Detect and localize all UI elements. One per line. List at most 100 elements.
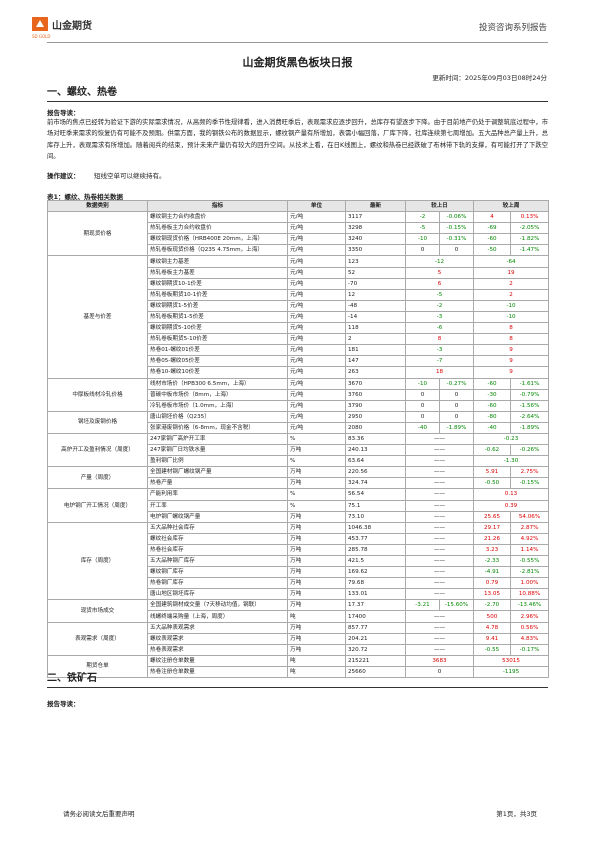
unit-cell: 元/吨 xyxy=(287,233,346,246)
day-change-cell: -7 xyxy=(404,355,475,368)
week-change-cell: -1.89% xyxy=(510,421,550,434)
unit-cell: 万吨 xyxy=(287,599,346,612)
day-change-cell: —— xyxy=(404,499,475,512)
day-change-cell: —— xyxy=(404,477,475,490)
week-change-cell: -2.70 xyxy=(473,599,512,612)
indicator-cell: 螺纹社会库存 xyxy=(147,532,288,545)
latest-cell: 79.68 xyxy=(345,577,406,590)
week-change-cell: 8 xyxy=(473,322,550,335)
latest-cell: 285.78 xyxy=(345,543,406,557)
day-change-cell: —— xyxy=(404,610,475,623)
week-change-cell: 53015 xyxy=(473,654,550,667)
unit-cell: 万吨 xyxy=(287,444,346,457)
week-change-cell: 21.26 xyxy=(473,532,512,545)
week-change-cell: -0.23 xyxy=(473,432,550,446)
day-change-cell: -12 xyxy=(404,255,475,268)
unit-cell: 元/吨 xyxy=(287,322,346,335)
latest-cell: -70 xyxy=(345,277,406,290)
unit-cell: 元/吨 xyxy=(287,310,346,324)
table-row: 电炉钢厂螺纹钢产量 万吨 73.10 —— 25.65 54.06% xyxy=(48,510,550,523)
unit-cell: 万吨 xyxy=(287,621,346,634)
unit-cell: 元/吨 xyxy=(287,299,346,312)
week-change-cell: -64 xyxy=(473,255,550,268)
latest-cell: 320.72 xyxy=(345,643,406,656)
unit-cell: 元/吨 xyxy=(287,377,346,390)
day-change-cell: —— xyxy=(404,466,475,479)
category-cell: 高炉开工及盈利情况（周度） xyxy=(47,432,148,468)
footer-page: 第1页，共3页 xyxy=(496,810,537,818)
day-change-cell: -0.15% xyxy=(438,222,475,235)
category-cell: 基差与价差 xyxy=(47,255,148,379)
week-change-cell: 2.75% xyxy=(510,466,550,479)
week-change-cell: 54.06% xyxy=(510,510,550,523)
latest-cell: 3760 xyxy=(345,388,406,401)
week-change-cell: 9.41 xyxy=(473,632,512,645)
brand: 山金期货 xyxy=(52,19,92,32)
table-row: 螺纹钢期货10-1价差 元/吨 -70 6 2 xyxy=(48,277,550,290)
week-change-cell: 0.79 xyxy=(473,577,512,590)
day-change-cell: —— xyxy=(404,432,475,446)
logo: 山金期货 SD GOLD xyxy=(32,17,92,39)
indicator-cell: 产能利用率 xyxy=(147,488,288,501)
indicator-cell: 螺纹注册仓单数量 xyxy=(147,654,288,667)
day-change-cell: -10 xyxy=(405,377,440,390)
indicator-cell: 热卷钢厂库存 xyxy=(147,577,288,590)
unit-cell: % xyxy=(287,432,346,446)
day-change-cell: 0 xyxy=(404,665,475,679)
indicator-cell: 唐山地区钢坯库存 xyxy=(147,588,288,601)
week-change-cell: 3.23 xyxy=(473,543,512,557)
table-row: 唐山地区钢坯库存 万吨 133.01 —— 13.05 10.88% xyxy=(48,588,550,601)
latest-cell: 3790 xyxy=(345,399,406,412)
table-row: 热卷10-螺纹10价差 元/吨 263 18 9 xyxy=(48,366,550,379)
day-change-cell: —— xyxy=(404,455,475,468)
table-row: 产量（周度） 全国建材钢厂螺纹钢产量 万吨 220.56 —— 5.91 2.75% xyxy=(47,466,550,490)
table-row: 库存（周度） 五大品种社会库存 万吨 1046.38 —— 29.17 2.87% xyxy=(47,521,550,601)
day-change-cell: 0 xyxy=(405,388,440,401)
latest-cell: 52 xyxy=(345,266,406,279)
indicator-cell: 五大品种社会库存 xyxy=(147,521,288,534)
unit-cell: 万吨 xyxy=(287,554,346,568)
latest-cell: 204.21 xyxy=(345,632,406,645)
indicator-cell: 盈利钢厂比例 xyxy=(147,455,288,468)
week-change-cell: 8 xyxy=(473,333,550,346)
category-cell: 电炉钢厂开工情况（周度） xyxy=(47,488,148,523)
week-change-cell: 4.92% xyxy=(510,532,550,545)
latest-cell: 2 xyxy=(345,333,406,346)
week-change-cell: -10 xyxy=(473,310,550,324)
day-change-cell: -1.89% xyxy=(438,421,475,434)
week-change-cell: 1.14% xyxy=(510,543,550,557)
indicator-cell: 热轧卷板现货价格（Q235 4.75mm，上海） xyxy=(147,244,288,257)
day-change-cell: -0.31% xyxy=(438,233,475,246)
header-cell: 指标 xyxy=(147,199,288,213)
latest-cell: 123 xyxy=(345,255,406,268)
day-change-cell: —— xyxy=(404,621,475,634)
table-caption: 表1：螺纹、热卷相关数据 xyxy=(47,193,124,201)
indicator-cell: 热卷10-螺纹10价差 xyxy=(147,366,288,379)
week-change-cell: -1.56% xyxy=(510,399,550,412)
table-row: 热卷表观需求 万吨 320.72 —— -0.55 -0.17% xyxy=(48,643,550,656)
latest-cell: 263 xyxy=(345,366,406,379)
week-change-cell: -0.62 xyxy=(473,444,512,457)
unit-cell: 吨 xyxy=(287,654,346,667)
table-row: 螺纹钢期货5-10价差 元/吨 118 -6 8 xyxy=(48,322,550,335)
unit-cell: 元/吨 xyxy=(287,388,346,401)
unit-cell: 元/吨 xyxy=(287,277,346,290)
unit-cell: 万吨 xyxy=(287,643,346,656)
unit-cell: 元/吨 xyxy=(287,399,346,412)
indicator-cell: 螺纹钢期货10-1价差 xyxy=(147,277,288,290)
day-change-cell: —— xyxy=(404,532,475,545)
day-change-cell: 0 xyxy=(438,399,475,412)
day-change-cell: —— xyxy=(404,643,475,656)
advice: 操作建议： 短线空单可以继续持有。 xyxy=(47,170,165,180)
week-change-cell: -2.64% xyxy=(510,410,550,423)
latest-cell: 181 xyxy=(345,344,406,357)
unit-cell: % xyxy=(287,488,346,501)
unit-cell: 元/吨 xyxy=(287,421,346,434)
indicator-cell: 热轧卷板期货10-1价差 xyxy=(147,288,288,301)
day-change-cell: -15.60% xyxy=(438,599,475,612)
indicator-cell: 电炉钢厂螺纹钢产量 xyxy=(147,510,288,523)
week-change-cell: -80 xyxy=(473,410,512,423)
day-change-cell: 0 xyxy=(405,244,440,257)
indicator-cell: 五大品种钢厂库存 xyxy=(147,554,288,568)
day-change-cell: —— xyxy=(404,543,475,557)
